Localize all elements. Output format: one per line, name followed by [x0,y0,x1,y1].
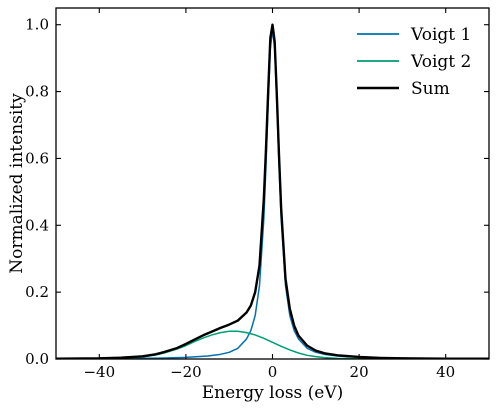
legend: Voigt 1 Voigt 2 Sum [357,25,471,99]
legend-label: Sum [411,79,450,99]
y-tick-label: 0.0 [25,350,49,368]
x-tick-label: −40 [83,363,115,381]
y-tick-label: 1.0 [25,16,49,34]
legend-label: Voigt 1 [410,25,471,45]
y-tick-label: 0.8 [25,83,49,101]
legend-item-voigt-1: Voigt 1 [357,25,471,45]
y-tick-label: 0.6 [25,149,49,167]
x-tick-label: −20 [170,363,202,381]
x-tick-label: 40 [436,363,455,381]
x-tick-label: 20 [350,363,369,381]
legend-label: Voigt 2 [410,52,471,72]
series-line-sum [56,23,489,359]
y-tick-label: 0.2 [25,283,49,301]
legend-item-sum: Sum [357,79,450,99]
legend-item-voigt-2: Voigt 2 [357,52,471,72]
x-tick-label: 0 [268,363,278,381]
axis-ticks: −40 −20 0 20 40 0.0 0.2 0.4 0.6 0.8 1.0 [25,8,489,381]
y-tick-label: 0.4 [25,216,49,234]
y-axis-label: Normalized intensity [7,93,27,274]
series-lines [56,23,489,359]
x-axis-label: Energy loss (eV) [202,383,344,403]
